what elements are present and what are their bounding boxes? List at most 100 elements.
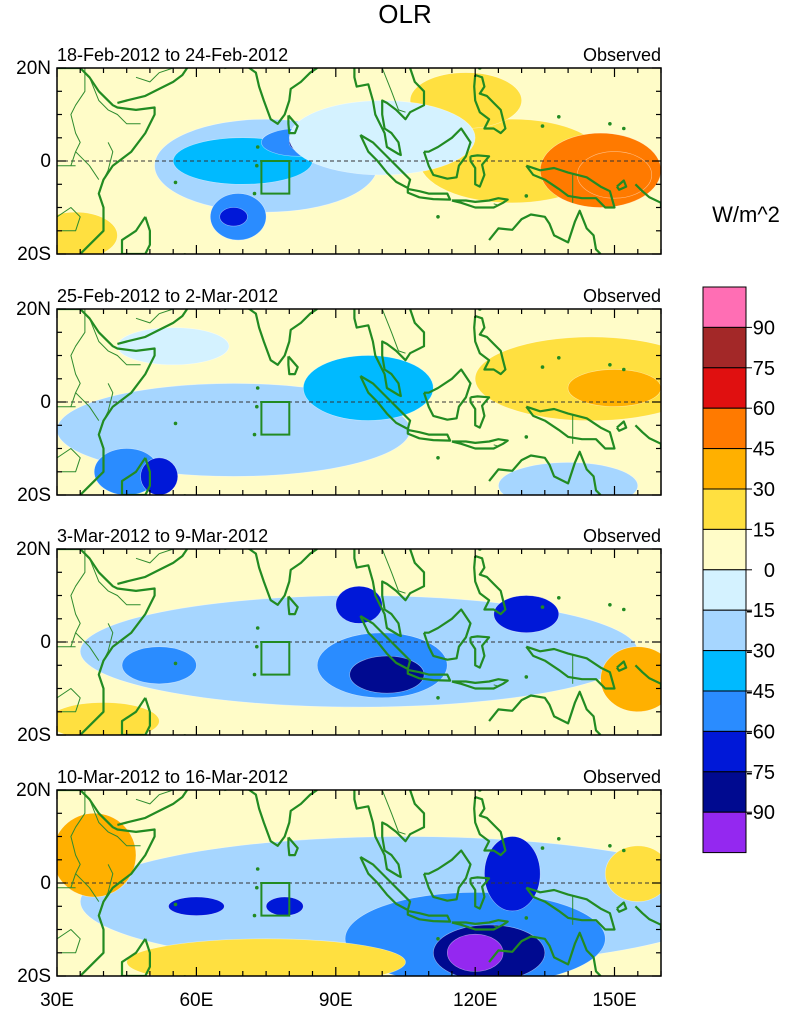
coastline [353,68,426,157]
island [696,664,700,668]
island [608,122,612,126]
coastline [525,645,616,690]
island [252,191,257,196]
island [436,696,440,700]
y-tick-label: 20S [17,485,51,506]
coastline [488,931,602,976]
olr-anomaly-cell [498,462,639,495]
country-border [327,535,348,544]
y-tick-label: 0 [40,392,51,413]
country-border [135,790,174,805]
coastline [287,595,299,616]
coastline [120,697,151,735]
x-tick-label: 90E [319,990,353,1011]
coastline [117,309,189,345]
colorbar-swatch [702,528,747,571]
colorbar-label: 75 [753,358,775,380]
colorbar-label: 0 [764,560,775,582]
country-border [57,688,81,713]
map-panel: 20N 0 20S 10-Mar-2012 to 16-Mar-2012 Observe… [16,767,662,987]
colorbar-label: 30 [753,479,775,501]
island [622,607,626,612]
coastline [287,114,299,135]
olr-anomaly-cell [576,151,652,199]
island [255,386,260,390]
country-border [381,68,406,113]
country-border [327,54,348,63]
island [557,356,561,360]
coastline [57,309,156,495]
island [255,163,259,168]
coastline [634,664,661,689]
coastline [406,909,452,923]
panel-period-label: 25-Feb-2012 to 2-Mar-2012 [57,286,278,306]
country-border [75,392,100,421]
country-border [381,309,406,354]
panel-period-label: 3-Mar-2012 to 9-Mar-2012 [57,526,268,546]
island [255,626,260,630]
coastline [117,790,189,826]
country-border [135,68,174,83]
y-tick-label: 20N [16,539,51,560]
olr-anomaly-cell [600,646,661,712]
country-border [57,448,81,473]
country-border [135,549,174,564]
olr-anomaly-cell [335,585,383,624]
coastline [469,876,491,910]
island [622,367,626,372]
coastline [120,457,151,495]
island [173,180,178,185]
colorbar-swatch [702,326,747,369]
island [524,435,529,439]
coastline [359,856,412,912]
coastline [117,68,189,104]
colorbar-swatch [702,609,747,652]
coastline [422,608,472,661]
coastline [473,314,507,376]
island [622,848,626,853]
coastline [117,549,189,585]
colorbar-swatch [702,448,747,490]
country-border [381,549,406,594]
coastline [353,549,426,638]
coastline [406,428,452,442]
colorbar-swatch [702,407,747,450]
coastline [469,635,491,669]
olr-anomaly-cell [447,933,504,972]
coastline [616,179,628,191]
y-tick-label: 0 [40,151,51,172]
panel-observed-label: Observed [583,767,661,787]
coastline [406,187,452,201]
coastline [359,134,412,190]
x-tick-label: 60E [179,990,213,1011]
island [696,424,700,428]
y-tick-label: 0 [40,632,51,653]
y-tick-label: 20N [16,299,51,320]
coastline [120,216,151,254]
coastlines [57,54,661,254]
colorbar-swatch [702,690,747,732]
olr-anomaly-cell [349,655,425,694]
olr-anomaly-cell [168,896,225,916]
coastline [57,790,156,976]
coastline [406,668,452,682]
coastline [359,375,412,431]
island [608,603,612,607]
coastline [473,554,507,616]
island [608,844,612,848]
island [557,596,561,600]
colorbar-swatch [702,367,747,409]
x-axis: 30E 60E 90E 120E 150E [40,990,637,1011]
colorbar-swatch [702,771,747,813]
island [540,365,545,369]
olr-anomaly-cell [493,595,560,634]
colorbar-label: -75 [746,762,775,784]
island [557,837,561,841]
coastline [616,660,628,672]
country-border [381,790,406,835]
coastline [224,309,318,366]
panel-period-label: 10-Mar-2012 to 16-Mar-2012 [57,767,288,787]
island [255,867,260,871]
coastline [488,209,602,254]
